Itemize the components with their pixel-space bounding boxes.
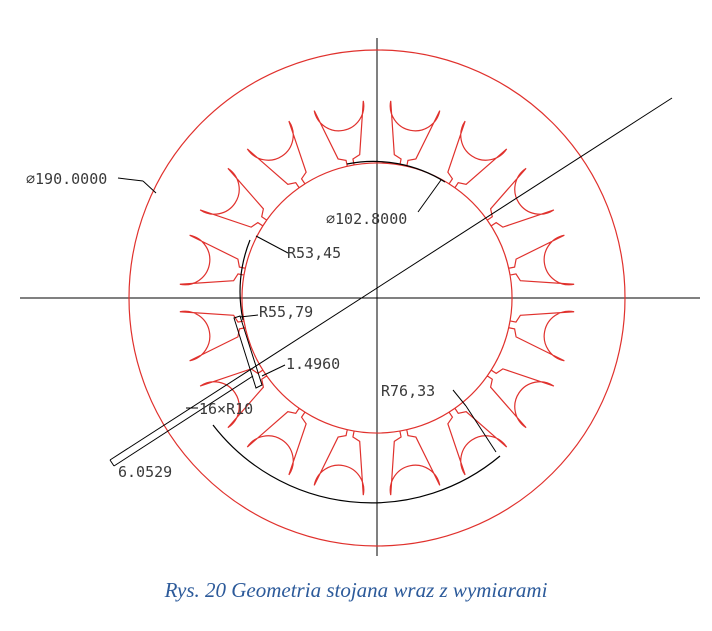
slot-opening-leader (261, 364, 286, 377)
slot-fillet-label: 16×R10 (199, 400, 253, 418)
slot-opening-label: 1.4960 (286, 355, 340, 373)
diagonal-dimension-end-tick (109, 459, 115, 467)
bore-diameter-label: ⌀102.8000 (326, 210, 407, 228)
diagonal-dimension-line (109, 97, 673, 461)
outer-diameter-leader (117, 177, 144, 182)
outer-diameter-label: ⌀190.0000 (26, 170, 107, 188)
bore-diameter-arc (346, 160, 446, 183)
slot-depth-label: 6.0529 (118, 463, 172, 481)
bore-diameter-leader (417, 179, 442, 213)
slot-bottom-radius-arc (212, 424, 501, 504)
radius-53-leader (255, 235, 289, 254)
radius-55-label: R55,79 (259, 303, 313, 321)
radius-53-arc (239, 239, 251, 321)
radius-53-label: R53,45 (287, 244, 341, 262)
slot-bottom-radius-label: R76,33 (381, 382, 435, 400)
slot-bottom-radius-leader-1 (452, 389, 467, 407)
radius-55-leader (239, 314, 259, 318)
stator-bore-with-slots (179, 100, 575, 496)
figure-caption: Rys. 20 Geometria stojana wraz z wymiara… (164, 578, 548, 602)
diagonal-dimension-line-parallel (113, 375, 254, 467)
stator-outer-circle (128, 49, 626, 547)
tooth-width-marker (233, 315, 263, 389)
slots-group (179, 100, 575, 496)
slot-bottom-radius-leader-2 (465, 405, 497, 453)
outer-diameter-leader-2 (142, 180, 157, 194)
